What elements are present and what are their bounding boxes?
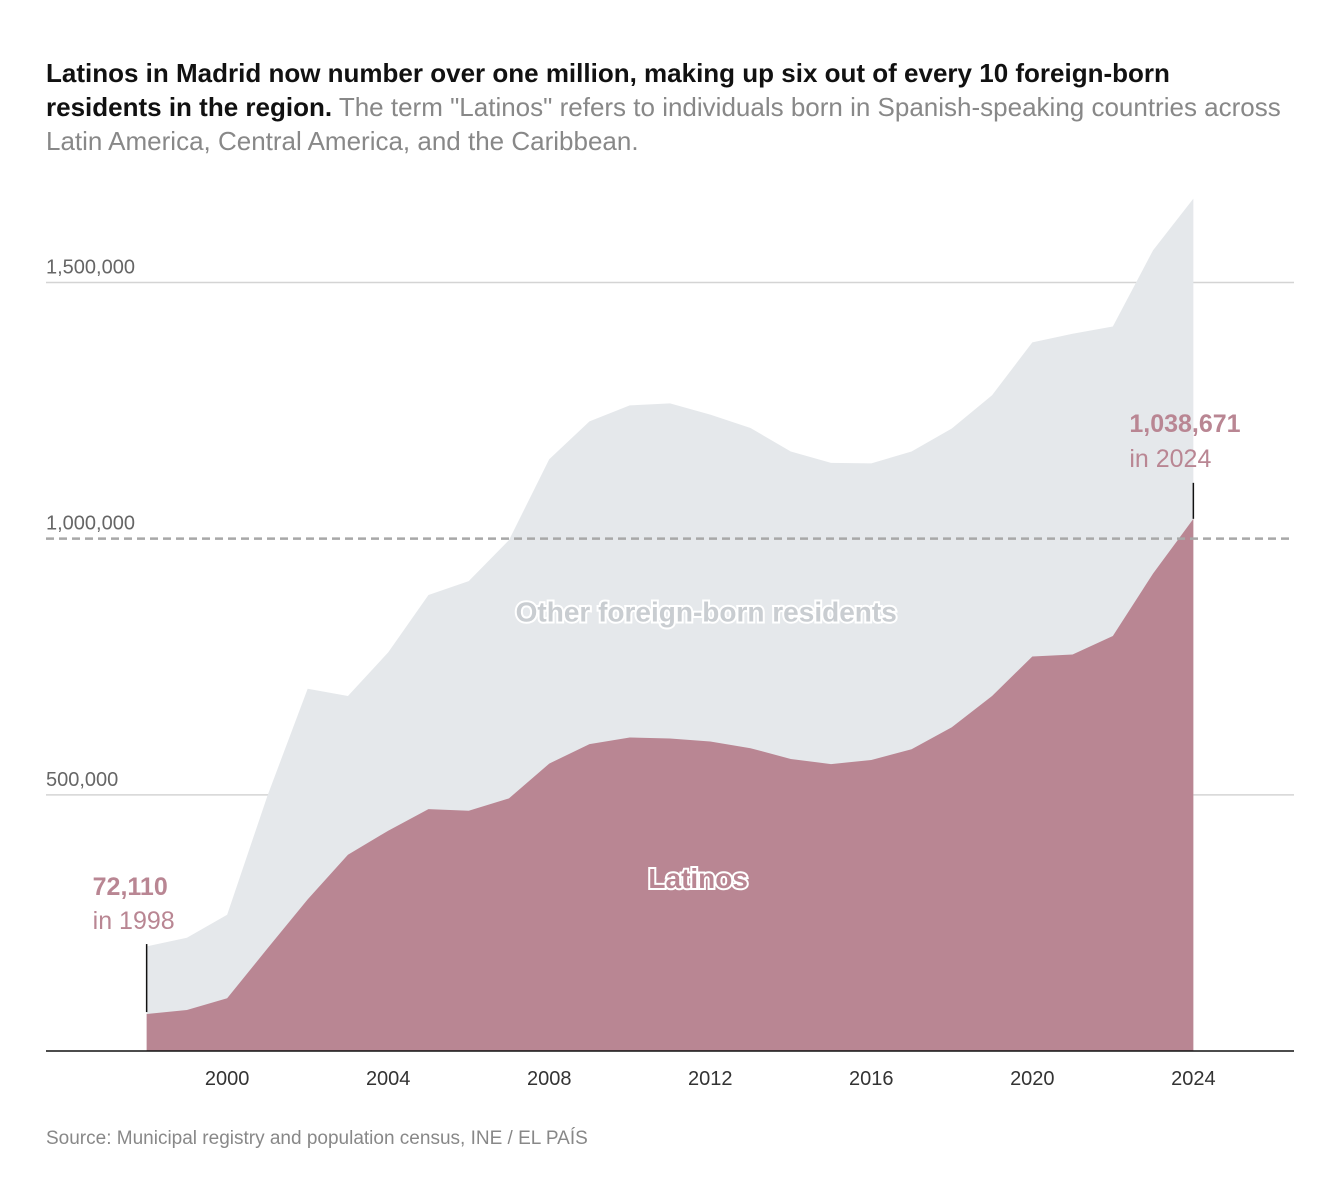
x-tick-label: 2016 bbox=[849, 1068, 894, 1090]
y-tick-label: 500,000 bbox=[46, 769, 118, 791]
annotation-1998-value: 72,110 bbox=[93, 873, 168, 901]
annotation-2024-value: 1,038,671 bbox=[1129, 410, 1240, 438]
x-tick-label: 2020 bbox=[1010, 1068, 1055, 1090]
x-tick-label: 2004 bbox=[366, 1068, 411, 1090]
y-tick-label: 1,000,000 bbox=[46, 513, 135, 535]
x-tick-label: 2008 bbox=[527, 1068, 572, 1090]
chart-title: Latinos in Madrid now number over one mi… bbox=[46, 58, 1170, 122]
area-label-other: Other foreign-born residents bbox=[516, 597, 897, 628]
annotation-1998-label: in 1998 bbox=[93, 907, 175, 935]
source-note: Source: Municipal registry and populatio… bbox=[46, 1128, 588, 1149]
x-tick-label: 2000 bbox=[205, 1068, 250, 1090]
area-latinos bbox=[146, 518, 1194, 1051]
chart-subtitle: The term "Latinos" refers to individuals… bbox=[46, 92, 1281, 156]
chart-header: Latinos in Madrid now number over one mi… bbox=[46, 56, 1286, 158]
x-tick-label: 2024 bbox=[1171, 1068, 1216, 1090]
y-tick-label: 1,500,000 bbox=[46, 256, 135, 278]
x-tick-label: 2012 bbox=[688, 1068, 733, 1090]
axes: 2000 2004 2008 2012 2016 2020 2024 bbox=[46, 1050, 1294, 1090]
chart-overlays bbox=[46, 482, 1294, 1013]
chart-labels: Other foreign-born residents Latinos 72,… bbox=[93, 410, 1241, 935]
annotation-2024-label: in 2024 bbox=[1129, 445, 1211, 473]
area-label-latinos: Latinos bbox=[648, 863, 748, 894]
